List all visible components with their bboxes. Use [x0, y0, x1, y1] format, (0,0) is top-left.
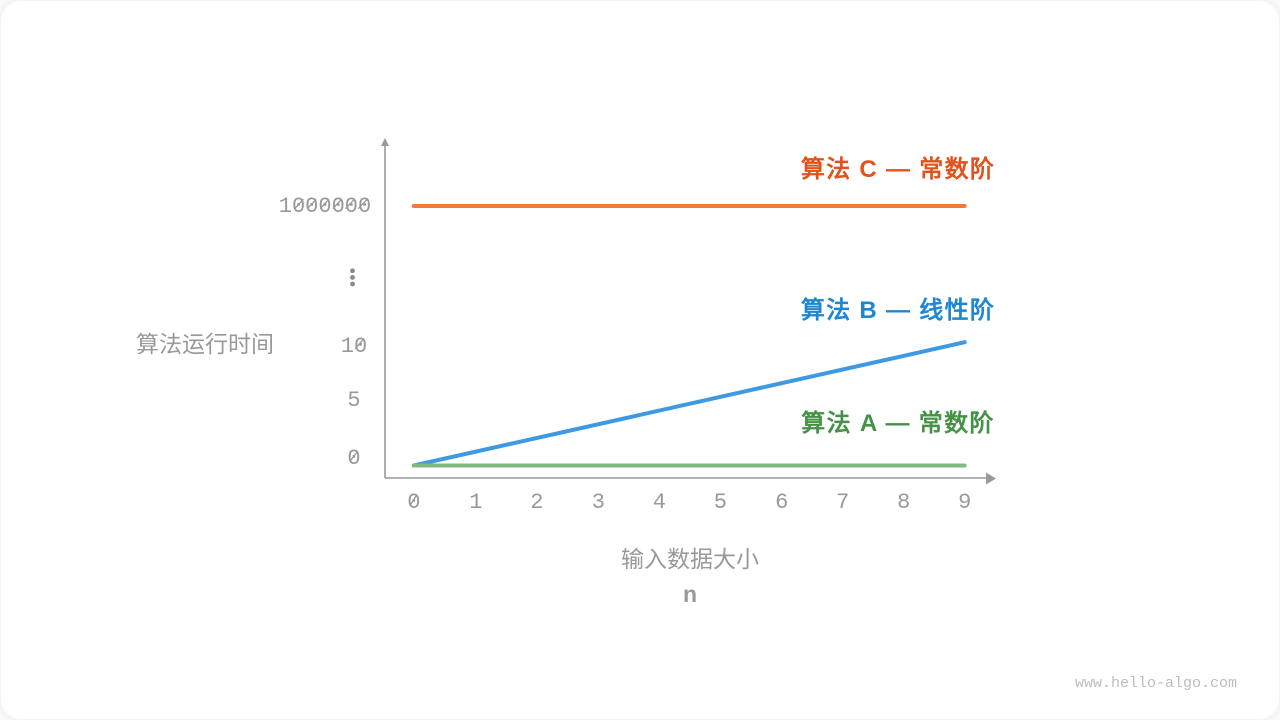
svg-text:5: 5 [714, 490, 727, 515]
svg-text:算法 A — 常数阶: 算法 A — 常数阶 [801, 409, 994, 437]
svg-text:3: 3 [592, 490, 605, 515]
svg-text:8: 8 [897, 490, 910, 515]
svg-text:n: n [683, 581, 697, 607]
svg-text:2: 2 [530, 490, 543, 515]
svg-text:www.hello-algo.com: www.hello-algo.com [1075, 675, 1237, 692]
svg-text:输入数据大小: 输入数据大小 [621, 546, 759, 572]
svg-text:0: 0 [407, 490, 420, 515]
svg-text:1000000: 1000000 [279, 194, 371, 219]
svg-text:6: 6 [775, 490, 788, 515]
svg-text:算法 B — 线性阶: 算法 B — 线性阶 [801, 296, 995, 324]
svg-text:算法 C — 常数阶: 算法 C — 常数阶 [801, 155, 995, 183]
svg-text:9: 9 [958, 490, 971, 515]
svg-text:5: 5 [347, 388, 360, 413]
svg-text:1: 1 [469, 490, 482, 515]
svg-text:0: 0 [347, 446, 360, 471]
svg-text:4: 4 [653, 490, 666, 515]
svg-text:10: 10 [341, 334, 367, 359]
svg-text:算法运行时间: 算法运行时间 [136, 331, 274, 357]
svg-text:7: 7 [836, 490, 849, 515]
